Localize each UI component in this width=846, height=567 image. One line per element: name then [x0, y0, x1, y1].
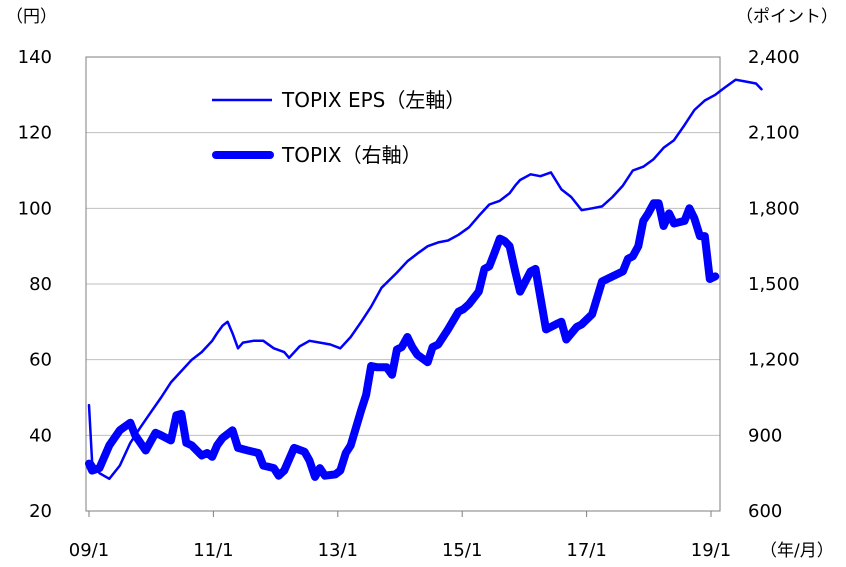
right-axis-tick-labels: 2,400 2,100 1,800 1,500 1,200 900 600 [748, 47, 800, 522]
left-axis-tick-label: 60 [29, 350, 52, 371]
right-axis-tick-label: 900 [748, 425, 782, 446]
right-axis-tick-label: 2,100 [748, 123, 800, 144]
right-axis-tick-label: 2,400 [748, 47, 800, 68]
x-axis-tick-label: 17/1 [566, 540, 606, 561]
left-axis-tick-label: 140 [18, 47, 52, 68]
left-axis-tick-label: 80 [29, 274, 52, 295]
series-line-topix-eps [87, 78, 763, 481]
x-axis-tick-label: 09/1 [69, 540, 109, 561]
right-axis-tick-label: 1,500 [748, 274, 800, 295]
right-axis-tick-label: 600 [748, 501, 782, 522]
gridlines [86, 132, 720, 436]
x-axis-tick-labels: 09/1 11/1 13/1 15/1 17/1 19/1 [69, 540, 731, 561]
left-axis-unit-label: （円） [6, 7, 57, 27]
legend: TOPIX EPS（左軸） TOPIX（右軸） [212, 88, 465, 167]
legend-label-topix: TOPIX（右軸） [281, 143, 422, 167]
legend-label-topix-eps: TOPIX EPS（左軸） [281, 88, 465, 112]
left-axis-tick-label: 100 [18, 198, 52, 219]
right-axis-tick-label: 1,200 [748, 350, 800, 371]
x-axis-tick-label: 13/1 [318, 540, 358, 561]
left-axis-tick-label: 20 [29, 501, 52, 522]
x-axis-tick-label: 15/1 [442, 540, 482, 561]
left-axis-tick-label: 120 [18, 123, 52, 144]
x-axis-tick-marks [88, 511, 712, 517]
left-axis-tick-labels: 140 120 100 80 60 40 20 [18, 47, 52, 522]
x-axis-tick-label: 11/1 [193, 540, 233, 561]
right-axis-tick-label: 1,800 [748, 198, 800, 219]
right-axis-unit-label: （ポイント） [736, 7, 838, 27]
series-line-topix [85, 199, 720, 481]
left-axis-tick-label: 40 [29, 425, 52, 446]
x-axis-unit-label: （年/月） [760, 541, 834, 561]
x-axis-tick-label: 19/1 [691, 540, 731, 561]
plot-area-frame [85, 56, 721, 512]
